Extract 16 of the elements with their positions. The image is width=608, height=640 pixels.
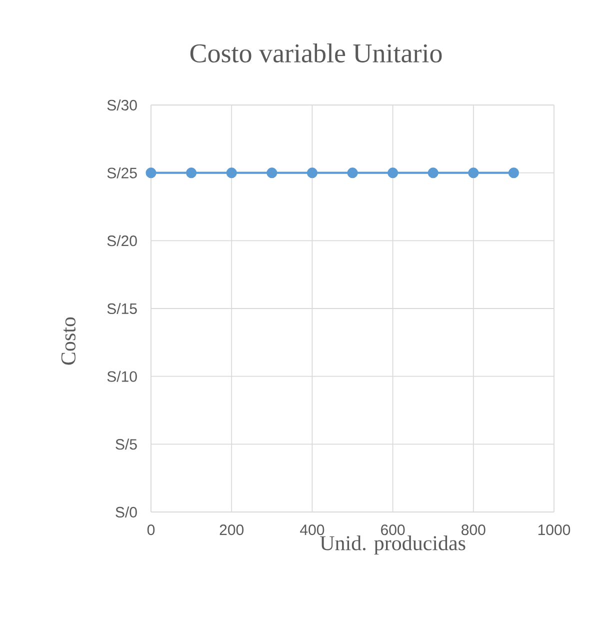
- x-axis-title: Unid. producidas: [320, 536, 466, 555]
- y-tick-label: S/10: [107, 370, 137, 382]
- y-tick-label: S/20: [107, 235, 137, 246]
- y-tick-label: S/5: [116, 438, 137, 450]
- y-tick-label: S/25: [107, 167, 137, 178]
- x-tick-label: 1000: [538, 524, 570, 536]
- x-tick-label: 0: [147, 524, 155, 536]
- chart-title: Costo variable Unitario: [190, 43, 442, 62]
- y-tick-label: S/30: [107, 99, 137, 110]
- x-tick-label: 800: [462, 524, 486, 536]
- y-tick-label: S/0: [116, 506, 137, 518]
- y-tick-label: S/15: [107, 302, 137, 314]
- x-tick-label: 200: [220, 524, 244, 536]
- x-tick-label: 600: [381, 524, 405, 536]
- x-tick-label: 400: [300, 524, 324, 536]
- y-axis-title: Costo: [61, 317, 76, 365]
